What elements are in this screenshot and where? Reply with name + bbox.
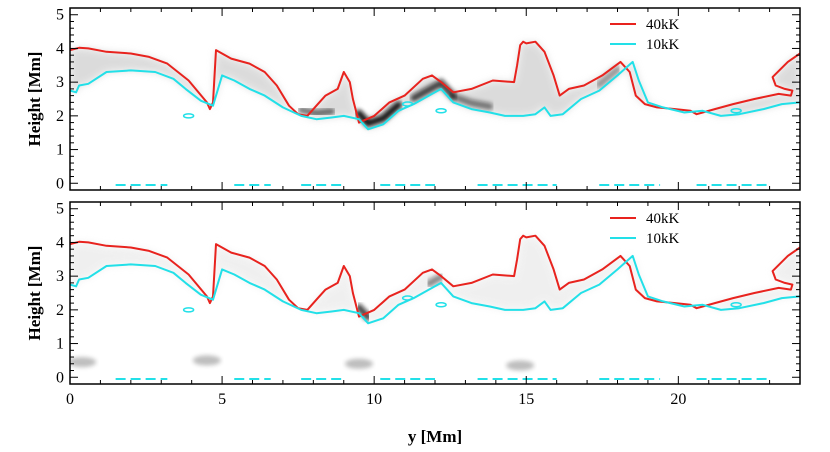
density-streak (410, 78, 457, 102)
density-blob (192, 355, 221, 366)
bottom-panel-x-tick-labels: 0 5 10 15 20 (66, 391, 686, 408)
bottom-panel: 0 1 2 3 4 5 0 5 10 15 20 Height [Mm] y [Mm] 40kK … (25, 201, 801, 446)
density-blob (70, 357, 97, 368)
y-tick-label: 4 (56, 234, 64, 251)
density-streak (449, 92, 494, 110)
x-axis-label: y [Mm] (408, 427, 462, 446)
legend-label-10kK: 10kK (646, 37, 680, 53)
x-tick-label: 10 (366, 391, 382, 408)
cyan-loop (435, 108, 447, 114)
cyan-loop (730, 302, 742, 308)
cyan-loop (182, 113, 195, 119)
series-line-40kK (70, 40, 800, 124)
density-streak (355, 101, 402, 128)
cyan-loop (401, 295, 414, 301)
y-tick-label: 0 (56, 175, 64, 192)
top-panel: 0 1 2 3 4 5 Height [Mm] 40kK 10kK (25, 7, 801, 193)
series-line-40kK (70, 234, 800, 318)
x-tick-label: 15 (518, 391, 534, 408)
y-tick-label: 2 (56, 302, 64, 319)
cyan-loop (730, 108, 742, 114)
legend-label-10kK: 10kK (646, 231, 680, 247)
density-streak (595, 65, 621, 89)
density-streak (297, 106, 336, 117)
density-streak (425, 273, 445, 288)
top-panel-y-axis-label: Height [Mm] (25, 52, 44, 147)
bottom-panel-lines (70, 234, 800, 380)
bottom-panel-ticks (69, 202, 801, 384)
top-panel-legend: 40kK 10kK (610, 17, 680, 53)
x-tick-label: 20 (670, 391, 686, 408)
density-blob (344, 358, 373, 369)
cyan-loop (401, 101, 414, 107)
y-tick-label: 3 (56, 74, 64, 91)
top-panel-y-tick-labels: 0 1 2 3 4 5 (56, 7, 64, 193)
top-panel-frame (69, 7, 801, 191)
bottom-panel-y-tick-labels: 0 1 2 3 4 5 (56, 201, 64, 387)
y-tick-label: 5 (56, 201, 64, 218)
y-tick-label: 3 (56, 268, 64, 285)
density-blob (506, 360, 535, 371)
series-line-10kK (70, 254, 800, 325)
bottom-panel-frame (69, 201, 801, 385)
density-streak (355, 303, 372, 321)
y-tick-label: 5 (56, 7, 64, 24)
legend-label-40kK: 40kK (646, 211, 680, 227)
top-panel-lines (70, 40, 800, 186)
x-tick-label: 0 (66, 391, 74, 408)
y-tick-label: 2 (56, 108, 64, 125)
y-tick-label: 0 (56, 369, 64, 386)
y-tick-label: 1 (56, 142, 64, 159)
legend-label-40kK: 40kK (646, 17, 680, 33)
top-panel-density-image (70, 41, 800, 130)
cyan-loop (182, 307, 195, 313)
y-tick-label: 4 (56, 40, 64, 57)
series-line-10kK (70, 60, 800, 131)
y-tick-label: 1 (56, 336, 64, 353)
x-tick-label: 5 (218, 391, 226, 408)
cyan-loop (435, 302, 447, 308)
top-panel-ticks (69, 8, 801, 190)
bottom-panel-y-axis-label: Height [Mm] (25, 246, 44, 341)
bottom-panel-legend: 40kK 10kK (610, 211, 680, 247)
bottom-panel-density-image (70, 235, 800, 371)
